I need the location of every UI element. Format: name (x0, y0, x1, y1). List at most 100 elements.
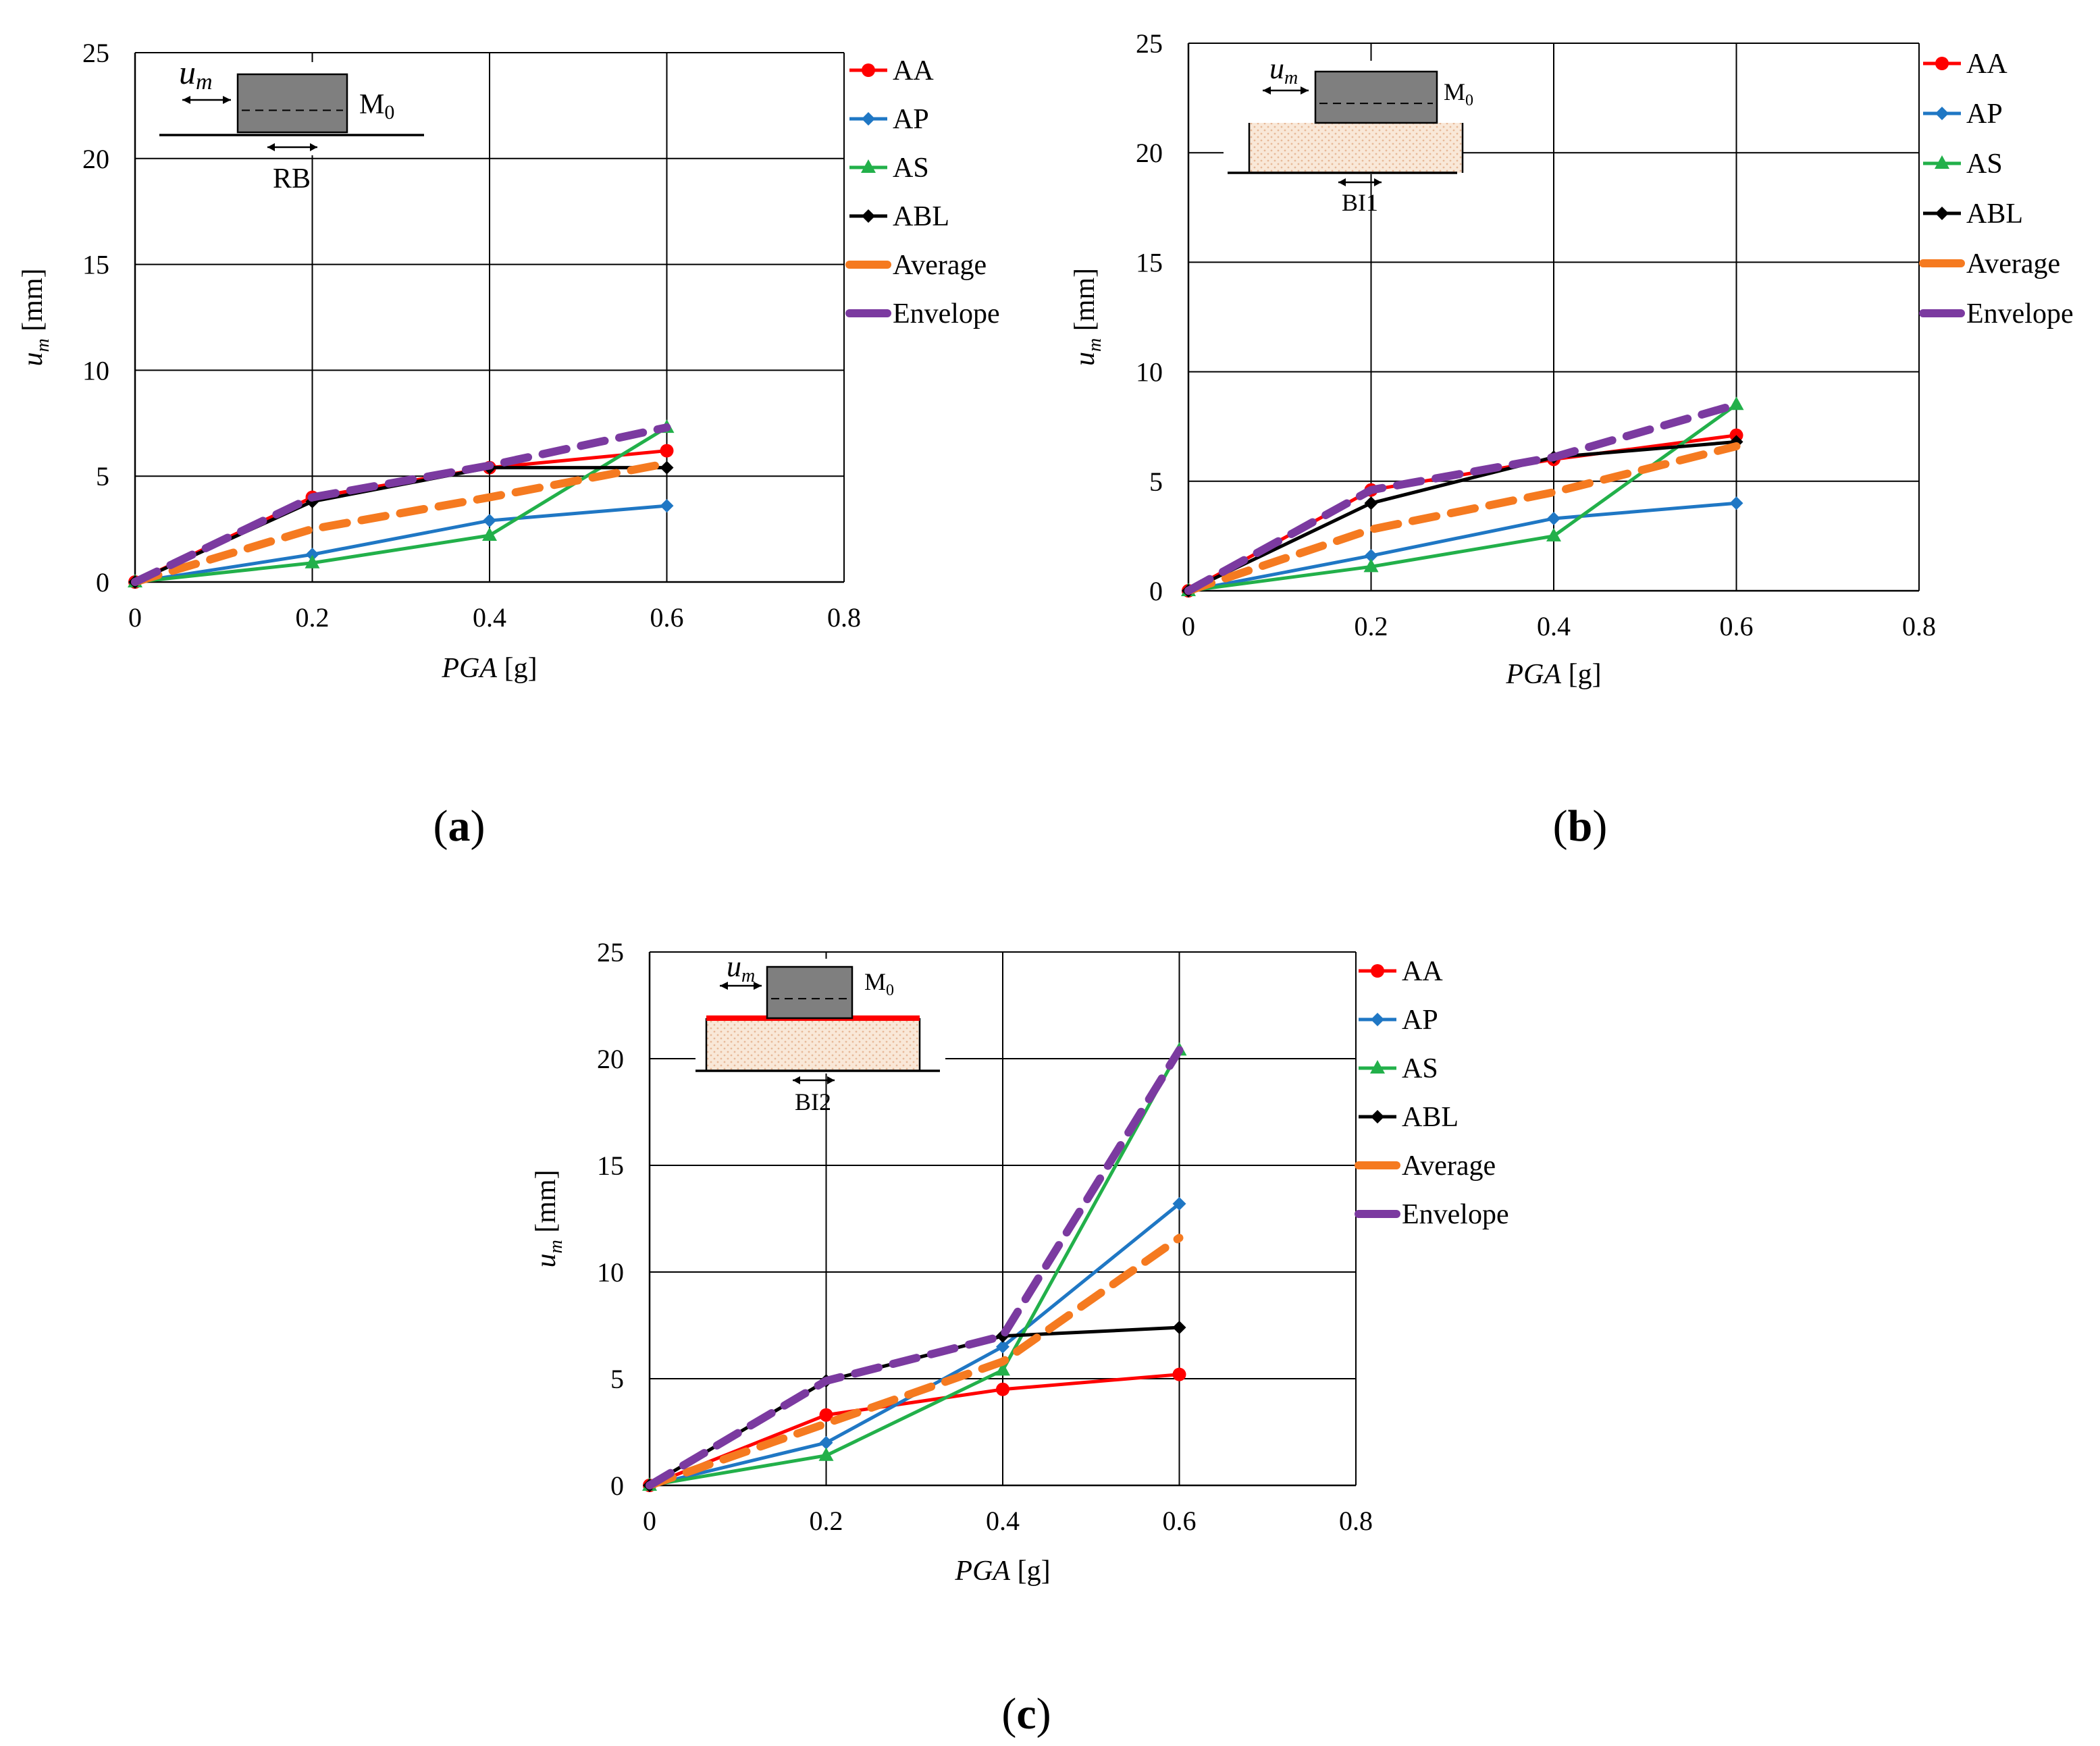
legend-marker-as (1935, 155, 1949, 169)
text-part: ) (1036, 1689, 1051, 1739)
marker-aa (1172, 1367, 1186, 1381)
inset-arrowhead-icon (310, 143, 317, 151)
marker-as (1546, 527, 1561, 541)
inset-arrowhead-icon (793, 1076, 800, 1084)
marker-aa (660, 444, 674, 458)
y-axis-title: um [mm] (531, 1169, 567, 1267)
text-part: u (531, 1254, 562, 1268)
text-part: m (1084, 338, 1105, 352)
inset-mass-block (766, 965, 854, 1020)
marker-as (482, 527, 497, 541)
y-tick-label: 5 (1149, 467, 1163, 497)
inset-schematic-bi2: um M0 BI2 (695, 950, 945, 1115)
legend-label-as: AS (893, 153, 929, 184)
text-part: u (727, 950, 741, 983)
inset-arrowhead-icon (1338, 178, 1346, 186)
legend-label-envelope: Envelope (893, 298, 1000, 329)
text-part: ) (471, 801, 485, 851)
series-line-envelope (646, 1046, 1184, 1489)
y-axis-title: um [mm] (1070, 268, 1105, 366)
inset-schematic-rb: um M0 RB (158, 53, 424, 194)
marker-abl (1172, 1321, 1186, 1335)
text-part: a (448, 801, 471, 851)
legend-marker-ap (862, 112, 875, 126)
legend-marker-abl (1935, 207, 1949, 220)
marker-ap (660, 499, 674, 513)
text-part: m (741, 965, 755, 986)
marker-aa (819, 1408, 833, 1422)
legend-label-aa: AA (1966, 49, 2007, 80)
legend-marker-as (1370, 1060, 1385, 1074)
legend-marker-abl (1371, 1110, 1384, 1123)
x-tick-label: 0.4 (473, 602, 506, 633)
inset-um-label: um (1269, 52, 1298, 88)
inset-arrowhead-icon (267, 143, 275, 151)
y-tick-label: 20 (1136, 138, 1163, 168)
inset-type-label: BI2 (795, 1088, 831, 1115)
x-tick-label: 0.6 (1163, 1506, 1197, 1536)
series-line-ap (649, 1202, 1181, 1487)
x-tick-label: 0 (128, 602, 142, 633)
inset-arrowhead-icon (1263, 86, 1271, 95)
marker-ap (819, 1435, 833, 1450)
y-tick-label: 5 (96, 461, 109, 492)
legend-label-ap: AP (893, 104, 929, 135)
x-tick-label: 0.6 (1720, 611, 1754, 641)
inset-mass-label: M0 (359, 89, 394, 124)
inset-mass-block (1314, 70, 1438, 124)
marker-ap (483, 514, 496, 528)
legend-label-ap: AP (1402, 1005, 1438, 1036)
y-tick-label: 5 (610, 1364, 624, 1394)
x-tick-label: 0.2 (810, 1506, 843, 1536)
text-part: 0 (886, 982, 894, 999)
marker-as (818, 1447, 834, 1461)
inset-type-label: BI1 (1342, 189, 1378, 216)
panel-label: (b) (1553, 801, 1608, 851)
y-tick-label: 10 (82, 355, 109, 386)
y-tick-label: 0 (610, 1471, 624, 1501)
text-part: M (1444, 78, 1465, 105)
text-part: u (1269, 52, 1284, 85)
legend-label-aa: AA (893, 55, 934, 86)
y-tick-label: 20 (597, 1044, 624, 1074)
marker-abl (660, 460, 674, 475)
legend-label-abl: ABL (893, 201, 949, 232)
y-tick-label: 25 (1136, 28, 1163, 59)
x-axis-title: PGA [g] (1505, 659, 1601, 690)
text-part: u (179, 53, 196, 91)
text-part: [g] (1561, 659, 1601, 690)
text-part: ( (434, 801, 448, 851)
text-part: m (196, 70, 213, 95)
series-line-ap (134, 504, 667, 584)
inset-arrowhead-icon (223, 96, 231, 104)
legend-marker-as (861, 159, 876, 173)
y-tick-label: 25 (597, 937, 624, 968)
text-part: [mm] (18, 268, 49, 338)
x-tick-label: 0.2 (1355, 611, 1388, 641)
y-axis-title: um [mm] (18, 268, 53, 366)
marker-ap (305, 548, 319, 562)
legend-label-average: Average (893, 250, 987, 281)
legend-marker-ap (1371, 1013, 1384, 1026)
legend-label-envelope: Envelope (1966, 298, 2074, 329)
inset-mass-block (236, 73, 348, 134)
marker-as (1363, 558, 1379, 573)
x-tick-label: 0.8 (1902, 611, 1936, 641)
series-line-average (1184, 442, 1741, 595)
x-tick-label: 0.6 (650, 602, 684, 633)
inset-mass-label: M0 (864, 968, 894, 999)
series-line-abl (1187, 440, 1737, 593)
inset-soil (706, 1018, 920, 1071)
text-part: 0 (384, 101, 394, 124)
legend-label-abl: ABL (1402, 1102, 1459, 1133)
text-part: [mm] (1070, 268, 1101, 338)
legend-label-envelope: Envelope (1402, 1199, 1509, 1230)
marker-ap (1364, 549, 1378, 563)
text-part: m (1284, 68, 1298, 88)
legend-label-as: AS (1402, 1053, 1438, 1084)
y-tick-label: 15 (82, 250, 109, 280)
text-part: ( (1001, 1689, 1016, 1739)
text-part: [g] (497, 653, 537, 684)
